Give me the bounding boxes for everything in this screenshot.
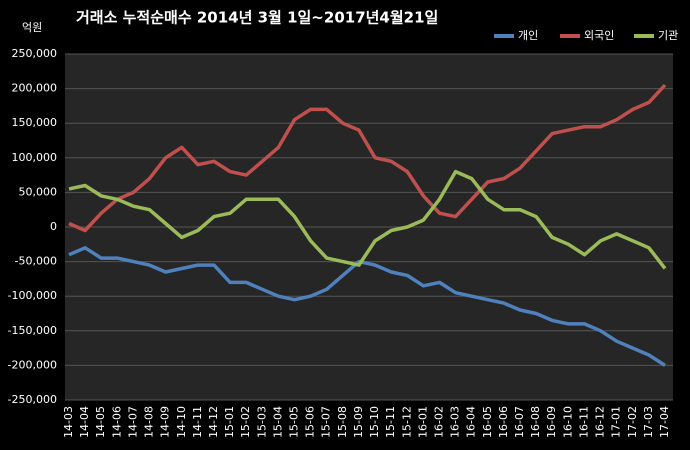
x-tick-label: 15-08: [336, 406, 349, 438]
x-tick-label: 17-03: [642, 406, 655, 438]
y-tick-label: 250,000: [12, 47, 58, 60]
x-tick-label: 16-09: [545, 406, 558, 438]
y-tick-label: -200,000: [8, 358, 57, 371]
x-tick-label: 16-08: [529, 406, 542, 438]
y-tick-label: 50,000: [19, 185, 58, 198]
y-tick-label: 0: [50, 220, 57, 233]
x-tick-label: 15-04: [271, 406, 284, 438]
legend-label: 외국인: [584, 29, 614, 42]
x-tick-label: 14-11: [191, 406, 204, 438]
x-tick-label: 14-09: [159, 406, 172, 438]
x-tick-label: 17-01: [610, 406, 623, 438]
x-tick-label: 14-04: [78, 406, 91, 438]
x-tick-label: 14-03: [62, 406, 75, 438]
y-axis-label: 억원: [22, 21, 42, 34]
x-tick-label: 14-05: [94, 406, 107, 438]
series-line: [68, 169, 667, 270]
y-tick-label: -100,000: [8, 289, 57, 302]
x-tick-label: 14-06: [110, 406, 123, 438]
x-tick-label: 16-05: [481, 406, 494, 438]
legend-label: 기관: [658, 29, 678, 42]
legend-label: 개인: [518, 29, 538, 42]
x-tick-label: 17-02: [626, 406, 639, 438]
x-tick-label: 15-02: [239, 406, 252, 438]
x-tick-label: 15-01: [223, 406, 236, 438]
x-tick-label: 15-10: [368, 406, 381, 438]
x-tick-label: 14-07: [126, 406, 139, 438]
x-tick-label: 16-01: [416, 406, 429, 438]
x-tick-label: 16-10: [561, 406, 574, 438]
y-tick-label: 100,000: [12, 151, 58, 164]
x-tick-label: 15-12: [400, 406, 413, 438]
series-line: [68, 246, 666, 367]
x-tick-label: 15-09: [352, 406, 365, 438]
chart-title: 거래소 누적순매수 2014년 3월 1일~2017년4월21일: [76, 9, 438, 27]
x-tick-label: 16-04: [465, 406, 478, 438]
x-tick-label: 15-06: [304, 406, 317, 438]
x-tick-label: 14-08: [143, 406, 156, 438]
y-tick-label: -150,000: [8, 324, 57, 337]
x-tick-label: 16-02: [432, 406, 445, 438]
x-tick-label: 15-11: [384, 406, 397, 438]
x-tick-label: 14-10: [175, 406, 188, 438]
y-tick-label: -250,000: [8, 393, 57, 406]
x-tick-label: 16-03: [449, 406, 462, 438]
x-tick-label: 16-12: [594, 406, 607, 438]
x-tick-label: 15-07: [320, 406, 333, 438]
series-line: [68, 83, 667, 233]
y-tick-label: 150,000: [12, 116, 58, 129]
x-tick-label: 16-06: [497, 406, 510, 438]
x-tick-label: 17-04: [658, 406, 671, 438]
x-tick-label: 16-11: [577, 406, 590, 438]
x-tick-label: 16-07: [513, 406, 526, 438]
y-tick-label: -50,000: [15, 255, 57, 268]
x-tick-label: 15-05: [288, 406, 301, 438]
x-tick-label: 15-03: [255, 406, 268, 438]
x-tick-label: 14-12: [207, 406, 220, 438]
y-tick-label: 200,000: [12, 82, 58, 95]
